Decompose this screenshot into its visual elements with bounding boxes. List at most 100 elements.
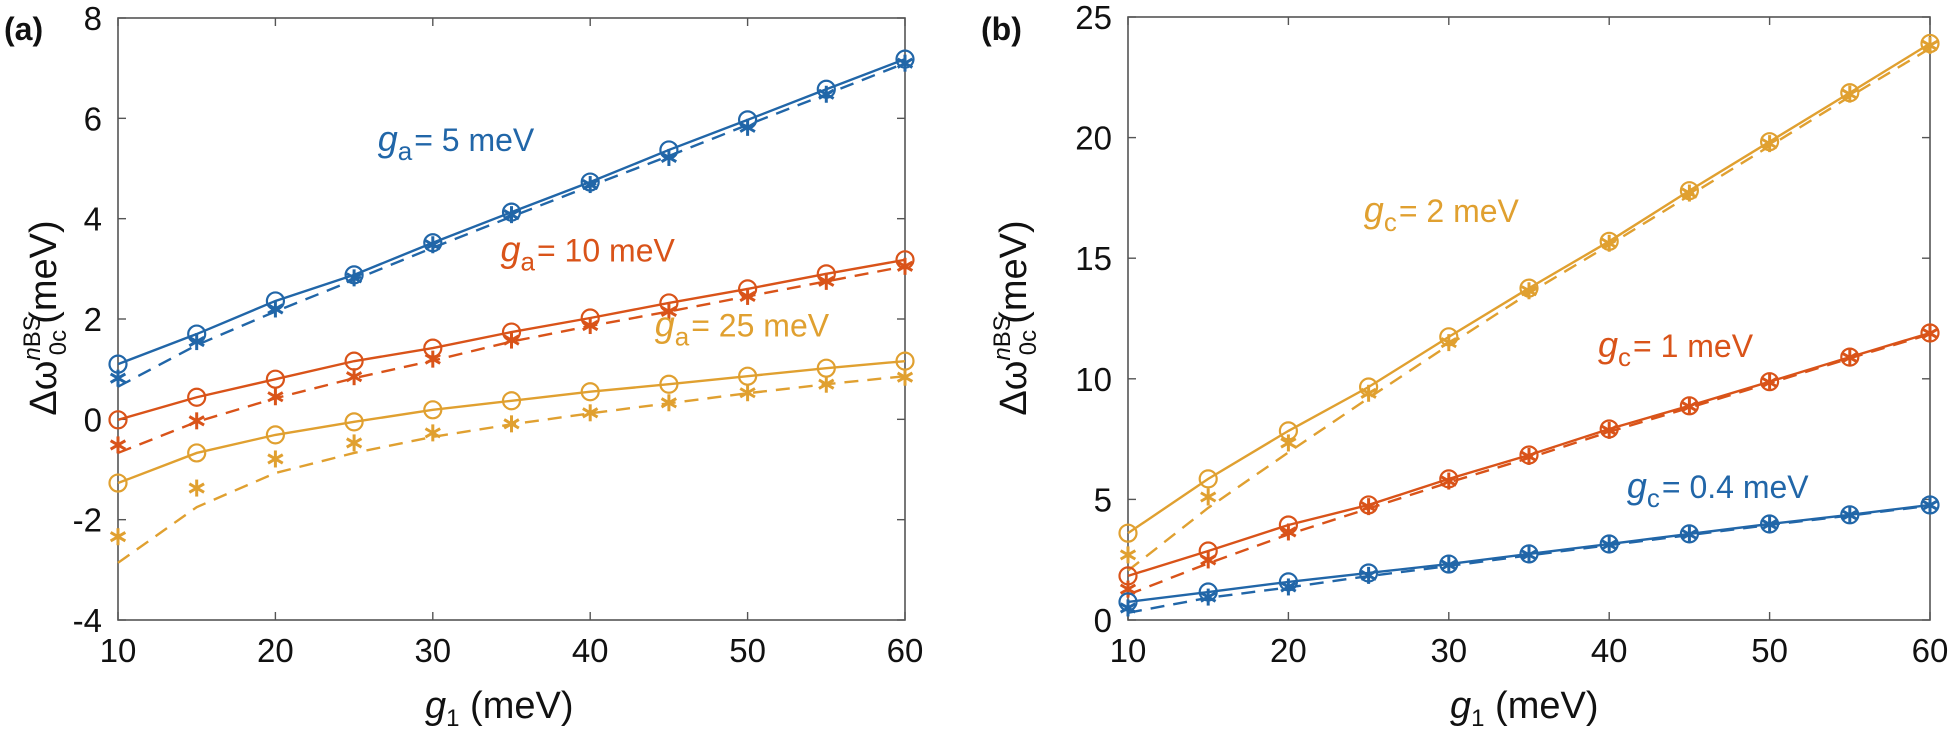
star-stroke bbox=[660, 151, 678, 164]
star-marker bbox=[188, 412, 205, 430]
dashed-line bbox=[117, 265, 906, 455]
star-stroke bbox=[582, 319, 599, 332]
star-stroke bbox=[1841, 509, 1858, 521]
circle-marker bbox=[580, 382, 600, 402]
star-marker bbox=[345, 269, 363, 287]
star-stroke bbox=[1119, 583, 1137, 595]
svg-text:g1 (meV): g1 (meV) bbox=[425, 685, 574, 732]
star-marker bbox=[660, 302, 678, 320]
star-stroke bbox=[267, 303, 284, 315]
star-stroke bbox=[739, 387, 756, 399]
circle-marker bbox=[187, 443, 207, 463]
x-axis-title-a: g1 (meV) bbox=[425, 685, 574, 732]
star-stroke bbox=[1841, 88, 1858, 100]
y-tick-label: 0 bbox=[1094, 602, 1112, 639]
solid-line bbox=[117, 359, 906, 485]
star-stroke bbox=[1921, 327, 1939, 340]
star-marker bbox=[503, 415, 520, 433]
star-marker bbox=[1921, 36, 1939, 54]
star-stroke bbox=[1360, 501, 1377, 513]
star-marker bbox=[109, 369, 127, 387]
star-stroke bbox=[345, 272, 363, 284]
series-label: ga= 25 meV bbox=[655, 304, 830, 352]
panel-a: (a) ΔωnBS0c(meV) g1 (meV) 10 20 30 40 50 60-4… bbox=[4, 0, 923, 732]
series-label: ga= 5 meV bbox=[378, 118, 535, 166]
star-stroke bbox=[1360, 569, 1377, 581]
star-marker bbox=[188, 479, 205, 497]
x-tick-label: 20 bbox=[257, 632, 294, 669]
star-marker bbox=[267, 450, 284, 468]
star-marker bbox=[267, 388, 284, 406]
star-stroke bbox=[739, 290, 756, 302]
y-tick-label: 0 bbox=[84, 401, 102, 438]
star-stroke bbox=[1440, 559, 1457, 571]
circle-marker bbox=[265, 425, 285, 445]
dashed-line bbox=[1127, 47, 1931, 572]
circle-marker bbox=[1118, 523, 1138, 543]
y-tick-label: -4 bbox=[73, 602, 102, 639]
star-marker bbox=[1440, 472, 1457, 490]
series-ga-10-mev: ga= 10 meV bbox=[108, 228, 915, 455]
star-stroke bbox=[188, 482, 205, 494]
y-tick-label: 5 bbox=[1094, 481, 1112, 518]
star-marker bbox=[424, 350, 441, 368]
circle-marker bbox=[344, 412, 364, 432]
star-stroke bbox=[1280, 526, 1297, 538]
star-stroke bbox=[739, 121, 756, 133]
star-marker bbox=[1520, 546, 1538, 564]
circle-marker bbox=[108, 410, 128, 430]
y-tick-label: 8 bbox=[84, 0, 102, 37]
x-tick-label: 50 bbox=[729, 632, 766, 669]
star-stroke bbox=[660, 305, 678, 318]
x-tick-label: 10 bbox=[1110, 632, 1147, 669]
star-marker bbox=[1841, 85, 1858, 103]
circle-marker bbox=[659, 374, 679, 394]
star-marker bbox=[1681, 398, 1698, 416]
star-stroke bbox=[1601, 237, 1618, 249]
star-marker bbox=[1440, 334, 1457, 352]
star-stroke bbox=[503, 418, 520, 430]
star-marker bbox=[582, 317, 599, 335]
star-marker bbox=[1841, 506, 1858, 524]
star-stroke bbox=[503, 209, 520, 221]
star-stroke bbox=[345, 437, 363, 449]
circle-marker bbox=[108, 473, 128, 493]
star-marker bbox=[896, 257, 914, 275]
star-stroke bbox=[109, 439, 127, 451]
star-marker bbox=[818, 272, 835, 290]
y-tick-label: 10 bbox=[1075, 361, 1112, 398]
star-marker bbox=[345, 434, 363, 452]
circle-marker bbox=[187, 387, 207, 407]
star-stroke bbox=[896, 371, 914, 383]
star-stroke bbox=[1200, 491, 1217, 503]
star-marker bbox=[1280, 523, 1297, 541]
star-marker bbox=[109, 436, 127, 454]
star-stroke bbox=[818, 378, 835, 390]
star-marker bbox=[1200, 551, 1217, 569]
star-stroke bbox=[109, 372, 127, 384]
x-tick-label: 50 bbox=[1751, 632, 1788, 669]
star-marker bbox=[1119, 546, 1137, 564]
star-marker bbox=[1119, 580, 1137, 598]
y-tick-label: 6 bbox=[84, 100, 102, 137]
star-stroke bbox=[1681, 528, 1698, 540]
panel-label-b: (b) bbox=[981, 11, 1022, 47]
star-marker bbox=[1921, 496, 1939, 514]
star-marker bbox=[660, 394, 678, 412]
axes-box-b bbox=[1127, 16, 1931, 621]
star-marker bbox=[1200, 488, 1217, 506]
circle-marker bbox=[265, 369, 285, 389]
circle-marker bbox=[423, 400, 443, 420]
star-marker bbox=[1681, 184, 1698, 202]
star-marker bbox=[1601, 536, 1618, 554]
star-marker bbox=[345, 368, 363, 386]
series-ga-5-mev: ga= 5 meV bbox=[108, 49, 915, 388]
x-tick-label: 30 bbox=[414, 632, 451, 669]
star-marker bbox=[1200, 588, 1217, 606]
y-tick-label: 4 bbox=[84, 201, 102, 238]
x-tick-label: 60 bbox=[887, 632, 924, 669]
star-marker bbox=[503, 206, 520, 224]
star-marker bbox=[1841, 349, 1858, 367]
series-ga-25-mev: ga= 25 meV bbox=[108, 304, 915, 564]
star-marker bbox=[1601, 421, 1618, 439]
